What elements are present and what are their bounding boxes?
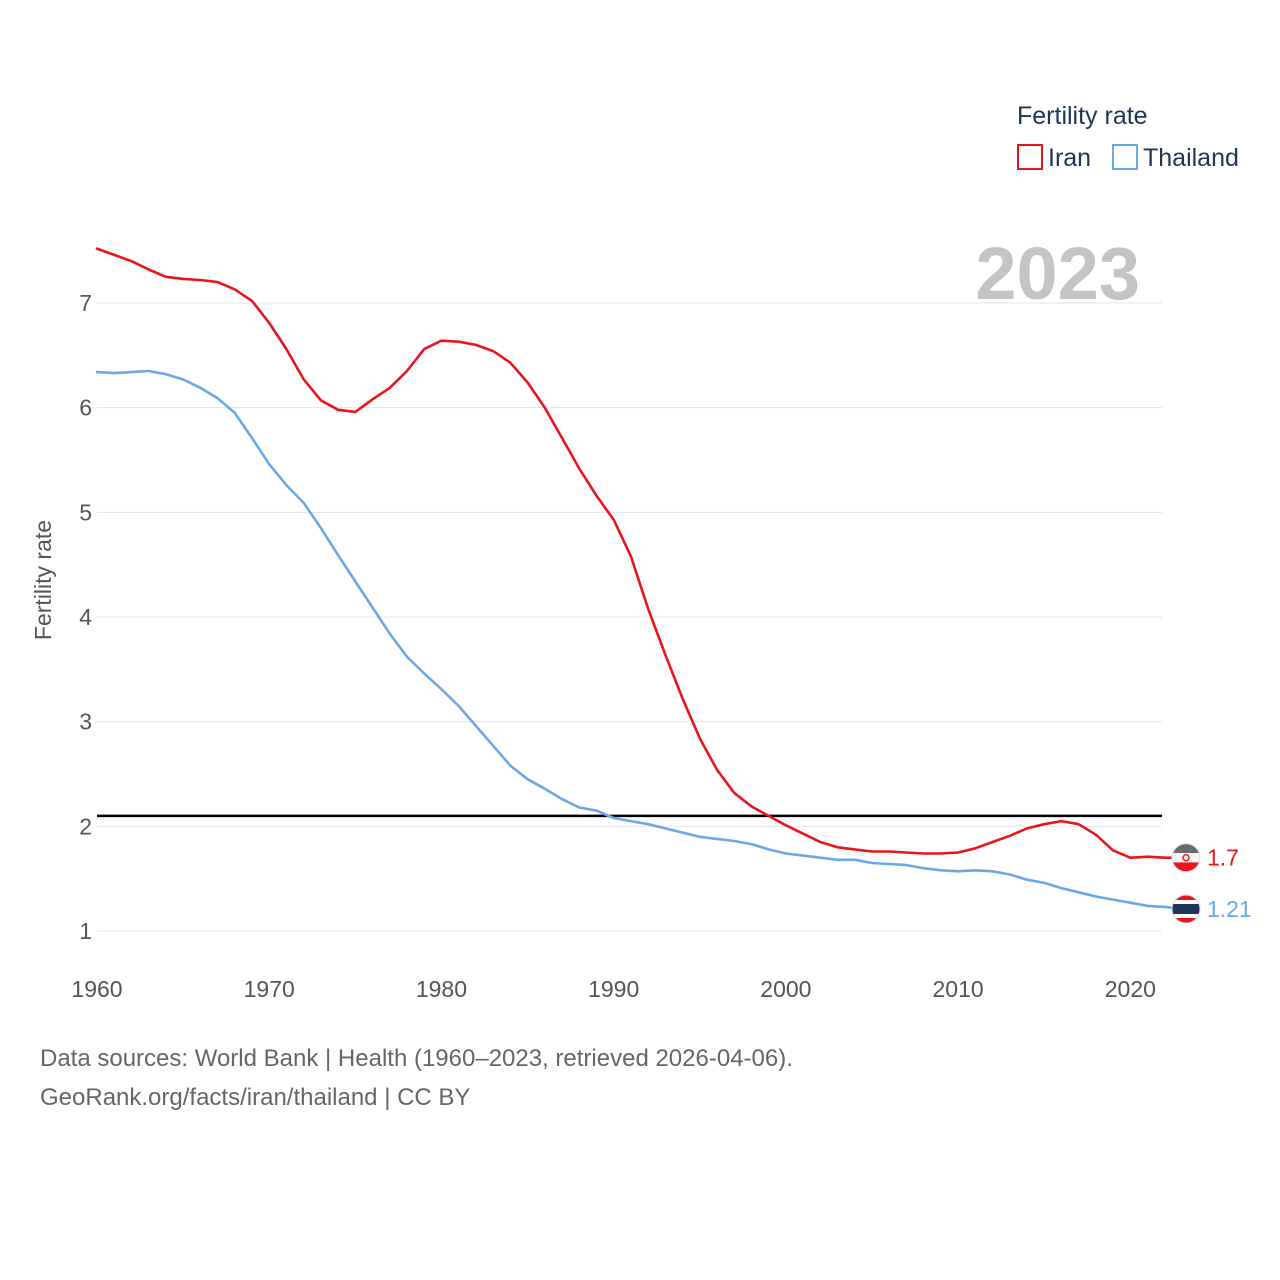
x-tick-label: 2000 <box>760 976 811 1002</box>
legend-label-thailand[interactable]: Thailand <box>1143 144 1239 172</box>
gridlines <box>97 302 1162 932</box>
legend-swatch-thailand[interactable] <box>1112 144 1138 170</box>
end-markers: 1.7 1.21 <box>1171 843 1252 924</box>
x-axis: 1960 1970 1980 1990 2000 2010 2020 <box>71 976 1156 1002</box>
credit-link[interactable]: GeoRank.org/facts/iran/thailand | CC BY <box>40 1084 471 1111</box>
series-line-thailand[interactable] <box>95 369 1184 911</box>
x-tick-label: 1990 <box>588 976 639 1002</box>
x-tick-label: 2020 <box>1105 976 1156 1002</box>
thailand-flag-icon <box>1171 894 1201 924</box>
x-tick-label: 1980 <box>416 976 467 1002</box>
legend-swatch-iran[interactable] <box>1017 144 1043 170</box>
legend-label-iran[interactable]: Iran <box>1048 144 1091 172</box>
iran-flag-icon <box>1171 843 1201 873</box>
y-tick-label: 7 <box>79 290 92 316</box>
legend: Fertility rate Iran Thailand <box>1017 102 1239 172</box>
data-source-note: Data sources: World Bank | Health (1960–… <box>40 1045 793 1072</box>
current-year-label: 2023 <box>975 232 1140 315</box>
series-line-iran[interactable] <box>95 247 1184 860</box>
y-tick-label: 3 <box>79 709 92 735</box>
y-tick-label: 5 <box>79 499 92 525</box>
y-axis-label: Fertility rate <box>30 520 56 640</box>
y-tick-label: 6 <box>79 395 92 421</box>
y-axis: 1 2 3 4 5 6 7 <box>79 290 92 944</box>
end-label-thailand: 1.21 <box>1207 896 1252 922</box>
x-tick-label: 1960 <box>71 976 122 1002</box>
x-tick-label: 2010 <box>933 976 984 1002</box>
y-tick-label: 1 <box>79 918 92 944</box>
y-tick-label: 4 <box>79 604 92 630</box>
x-tick-label: 1970 <box>244 976 295 1002</box>
end-label-iran: 1.7 <box>1207 845 1239 871</box>
series-lines <box>95 247 1184 911</box>
legend-title: Fertility rate <box>1017 102 1148 130</box>
y-tick-label: 2 <box>79 813 92 839</box>
